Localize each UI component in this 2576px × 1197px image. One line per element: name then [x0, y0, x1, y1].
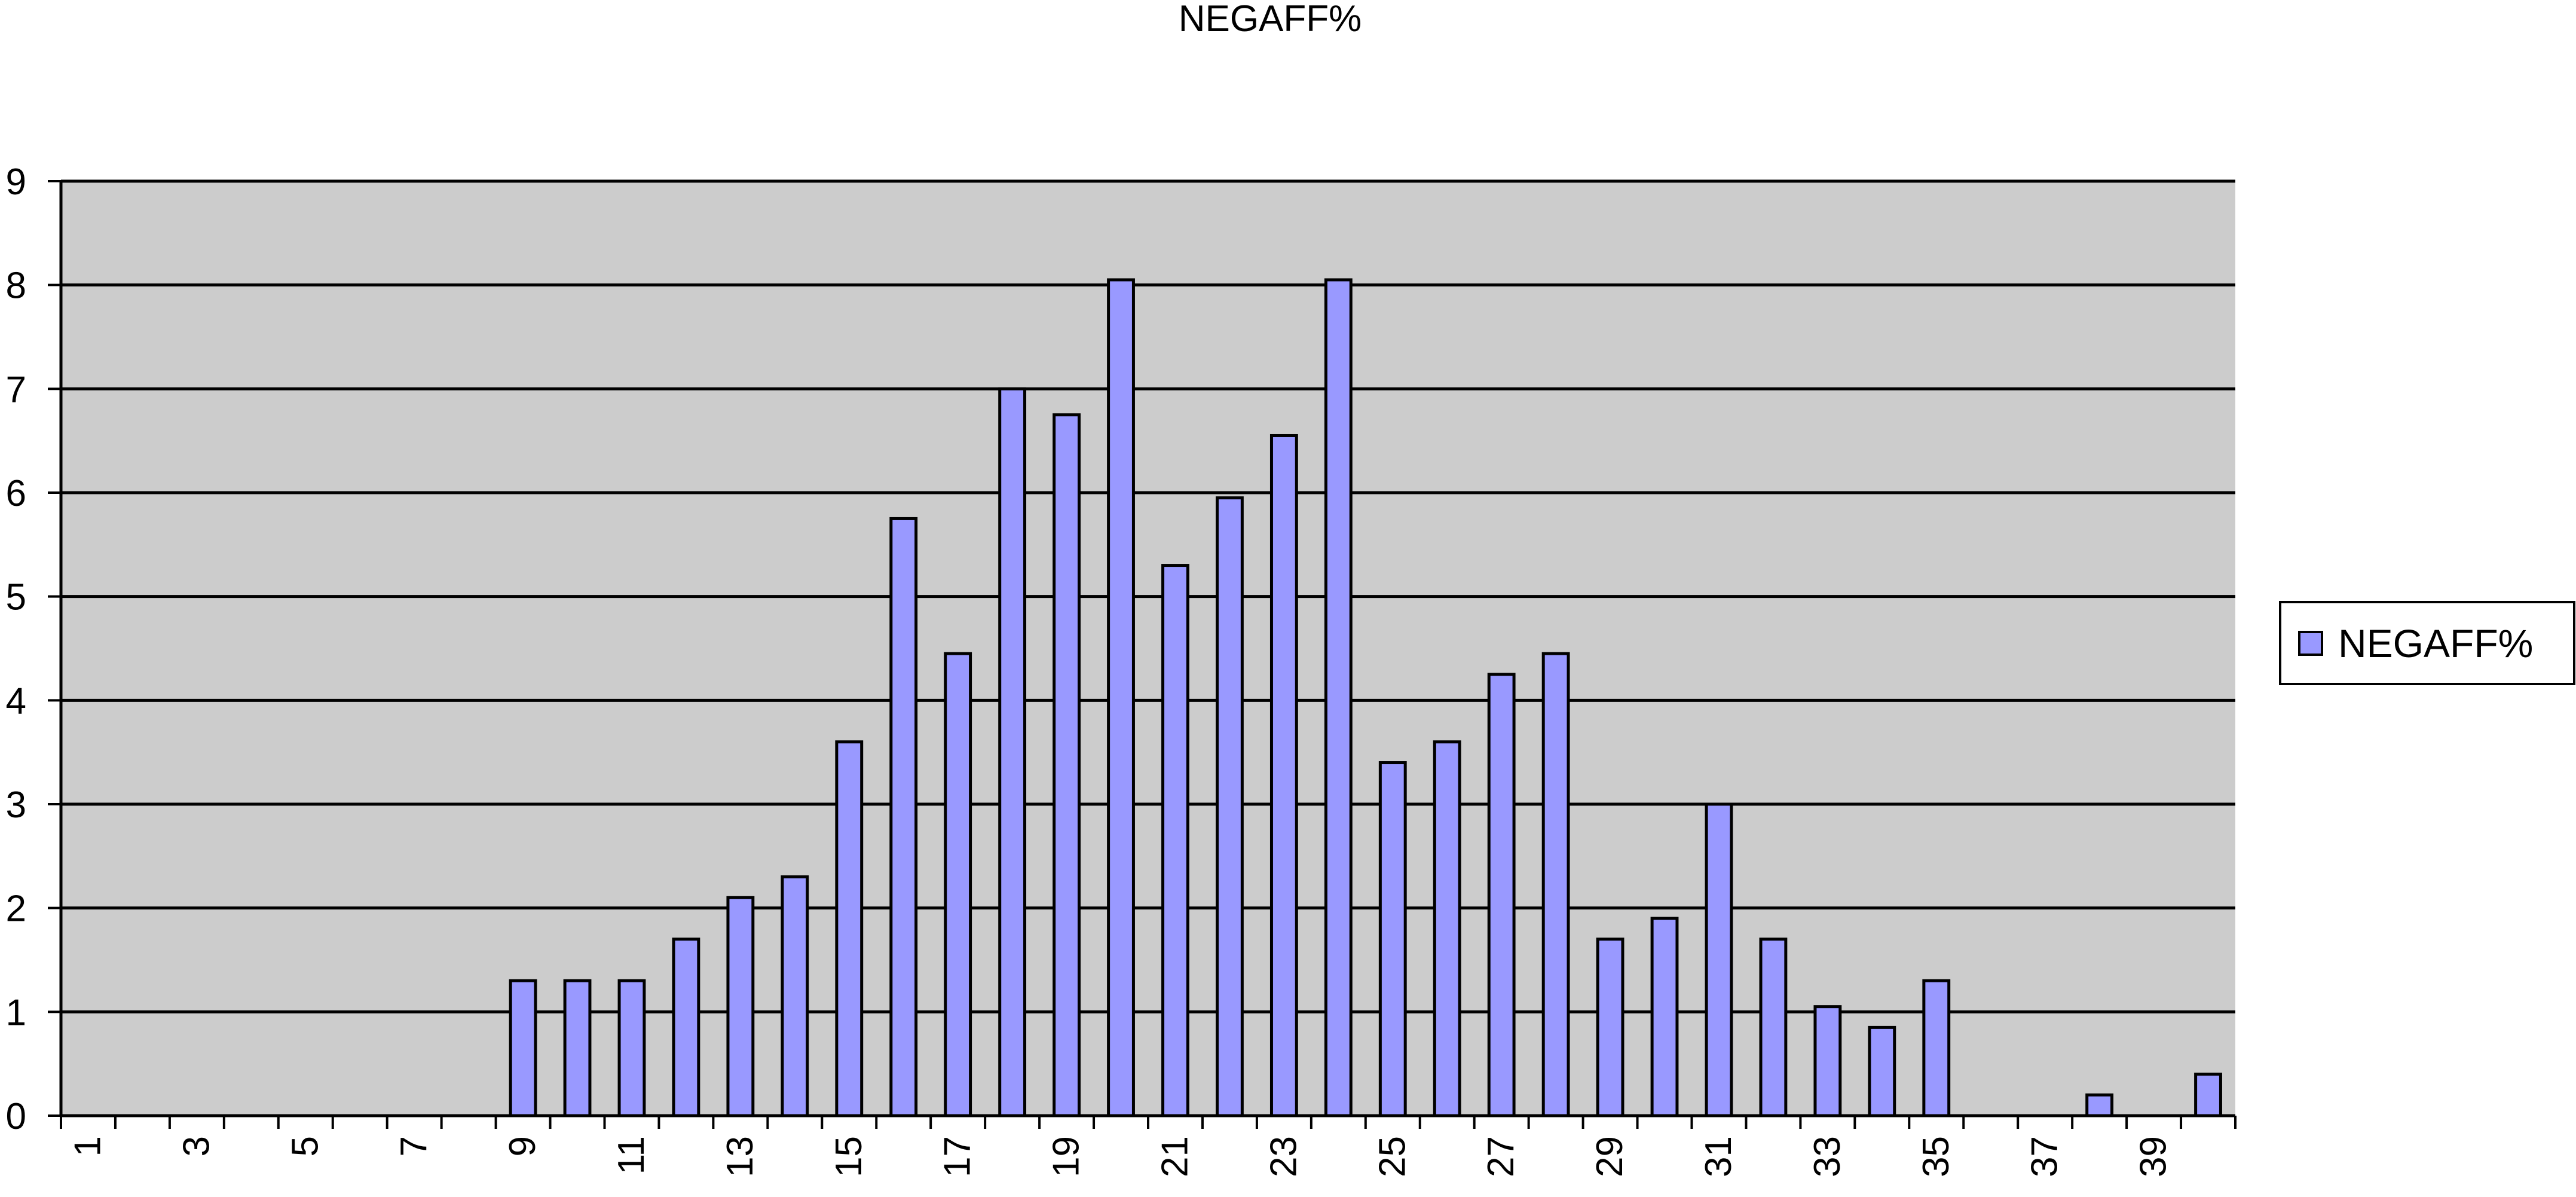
- y-tick-label: 6: [6, 473, 26, 514]
- bar-17: [944, 652, 972, 1117]
- x-tick-label: 19: [1046, 1136, 1087, 1177]
- y-tick-label: 0: [6, 1096, 26, 1137]
- x-tick-label: 7: [393, 1136, 435, 1156]
- bar-25: [1378, 761, 1407, 1117]
- x-axis-ticks: 1 3 5 7 9 11 13 15 17 19 21 23 25 27 29 31 33 35 37 39: [60, 1116, 2237, 1177]
- bar-20: [1107, 278, 1135, 1117]
- y-tick-label: 5: [6, 577, 26, 618]
- bar-21: [1161, 564, 1189, 1117]
- x-tick-label: 23: [1263, 1136, 1304, 1177]
- x-tick-label: 37: [2024, 1136, 2066, 1177]
- x-tick-label: 13: [720, 1136, 761, 1177]
- bar-18: [998, 387, 1027, 1117]
- x-tick-label: 11: [611, 1136, 652, 1174]
- bar-27: [1487, 673, 1516, 1117]
- bar-30: [1650, 917, 1679, 1117]
- bar-24: [1324, 278, 1353, 1117]
- x-tick-label: 27: [1480, 1136, 1522, 1177]
- y-tick-label: 9: [6, 161, 26, 203]
- y-tick-label: 2: [6, 888, 26, 930]
- x-tick-label: 5: [284, 1136, 326, 1156]
- bar-10: [563, 979, 592, 1117]
- bar-22: [1216, 496, 1244, 1117]
- bar-19: [1053, 413, 1081, 1117]
- bar-26: [1433, 740, 1461, 1117]
- legend: NEGAFF%: [2279, 601, 2575, 685]
- bar-28: [1541, 652, 1570, 1117]
- bar-38: [2085, 1093, 2114, 1117]
- chart-title: NEGAFF%: [1179, 0, 1362, 39]
- x-tick-label: 9: [502, 1136, 543, 1156]
- legend-label: NEGAFF%: [2338, 621, 2533, 665]
- bar-33: [1813, 1005, 1842, 1117]
- x-tick-label: 33: [1807, 1136, 1848, 1177]
- x-tick-label: 1: [67, 1136, 108, 1156]
- bar-15: [835, 740, 864, 1117]
- bar-32: [1759, 938, 1788, 1117]
- bar-35: [1922, 979, 1951, 1117]
- bar-16: [889, 517, 918, 1117]
- bar-9: [509, 979, 537, 1117]
- legend-swatch: [2298, 631, 2323, 656]
- y-axis-ticks: 0 1 2 3 4 5 6 7 8 9: [6, 161, 61, 1137]
- y-tick-label: 8: [6, 265, 26, 307]
- bar-14: [781, 875, 809, 1117]
- x-tick-label: 17: [937, 1136, 978, 1177]
- y-tick-label: 7: [6, 369, 26, 410]
- bar-13: [726, 896, 755, 1117]
- bar-34: [1868, 1025, 1896, 1117]
- x-tick-label: 29: [1589, 1136, 1630, 1177]
- x-tick-label: 31: [1698, 1136, 1739, 1177]
- bar-12: [672, 938, 700, 1117]
- bar-29: [1596, 938, 1624, 1117]
- legend-box: [2279, 601, 2575, 685]
- y-tick-label: 4: [6, 680, 26, 722]
- y-tick-label: 3: [6, 784, 26, 826]
- x-tick-label: 15: [828, 1136, 870, 1177]
- x-tick-label: 3: [176, 1136, 217, 1156]
- x-tick-label: 35: [1916, 1136, 1957, 1177]
- y-tick-label: 1: [6, 992, 26, 1033]
- bar-11: [617, 979, 646, 1117]
- x-tick-label: 21: [1154, 1136, 1195, 1177]
- bar-40: [2194, 1073, 2222, 1117]
- x-tick-label: 39: [2133, 1136, 2174, 1177]
- plot-area: [61, 181, 2235, 1116]
- bar-23: [1269, 433, 1298, 1117]
- x-tick-label: 25: [1372, 1136, 1413, 1177]
- gridlines: [61, 179, 2235, 1117]
- bar-31: [1705, 802, 1733, 1117]
